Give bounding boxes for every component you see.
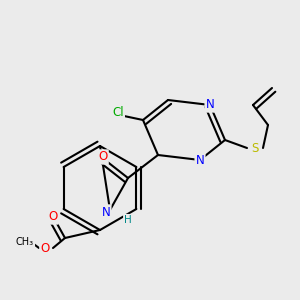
Text: O: O	[48, 211, 58, 224]
Text: O: O	[98, 151, 108, 164]
Text: O: O	[40, 242, 50, 254]
Text: S: S	[251, 142, 259, 154]
Text: H: H	[124, 215, 132, 225]
Text: N: N	[196, 154, 204, 166]
Text: Cl: Cl	[112, 106, 124, 118]
Text: N: N	[206, 98, 214, 112]
Text: N: N	[102, 206, 110, 218]
Text: CH₃: CH₃	[16, 237, 34, 247]
